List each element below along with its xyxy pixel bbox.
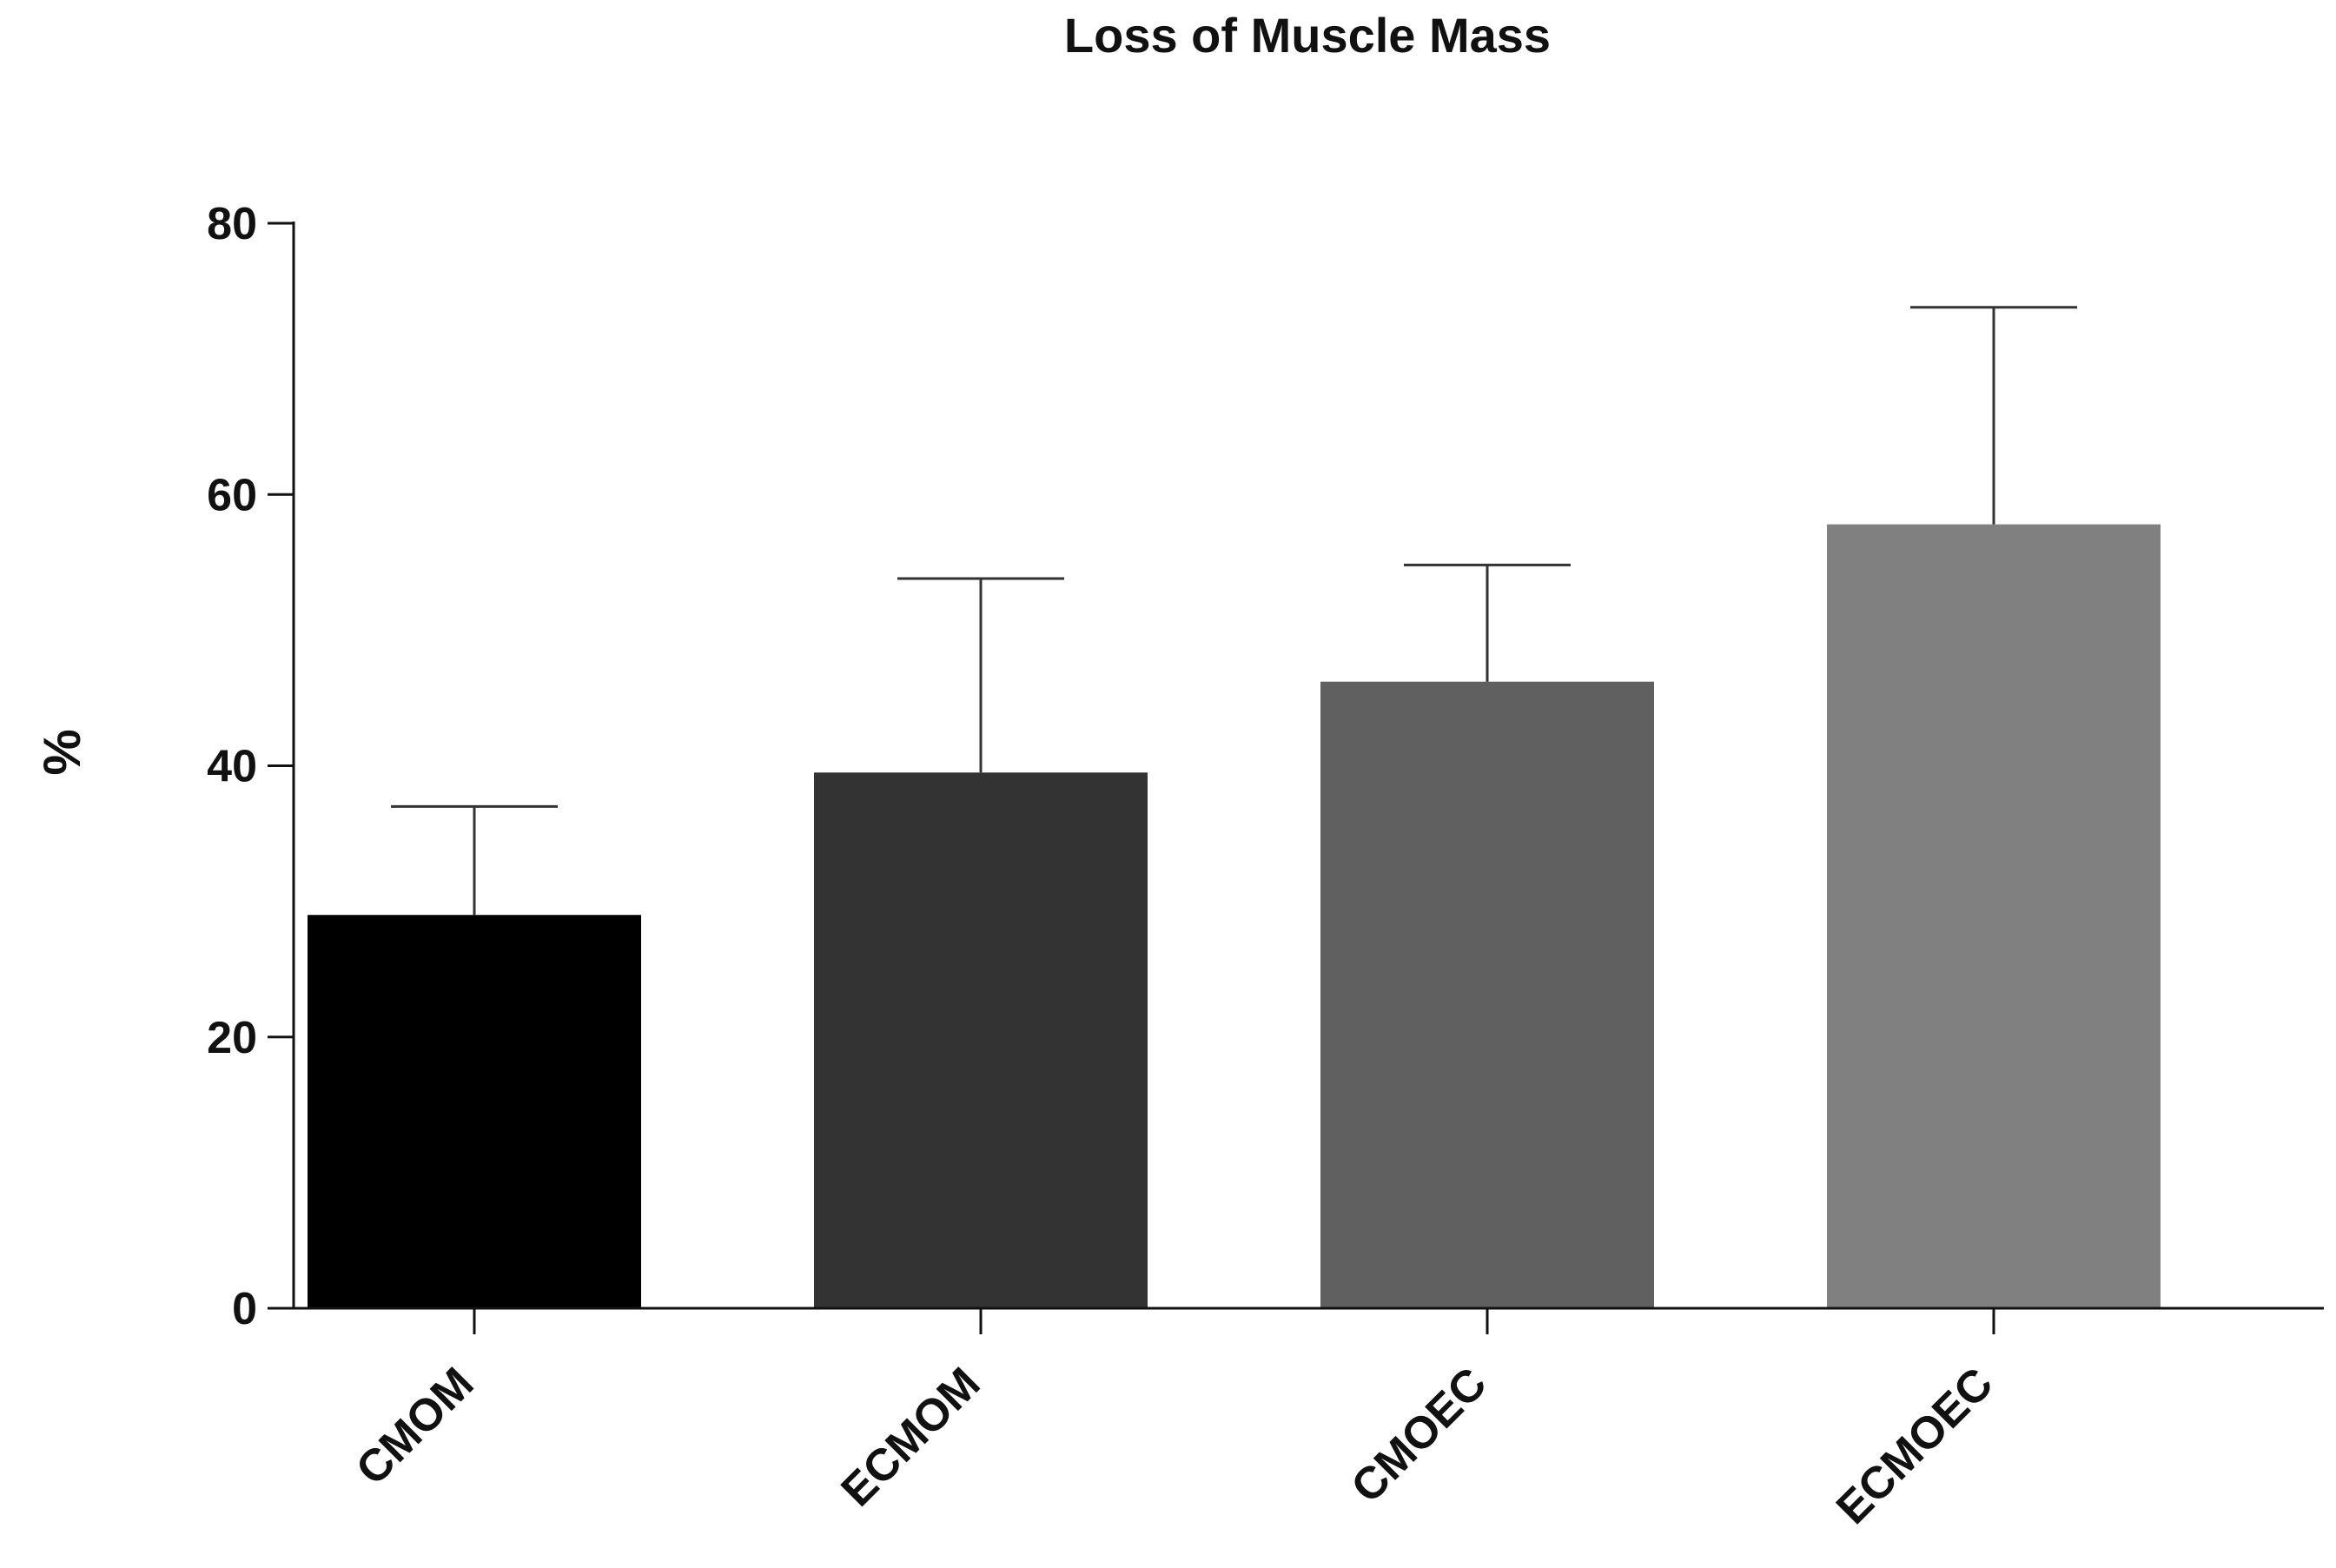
bar-cmoec: [1320, 681, 1654, 1308]
y-tick-label: 20: [207, 1013, 257, 1063]
y-tick-label: 60: [207, 470, 257, 520]
y-tick-label: 40: [207, 742, 257, 792]
chart-title: Loss of Muscle Mass: [1064, 8, 1551, 63]
error-bars-group: [391, 306, 2077, 916]
x-tick-label-ecmoec: ECMOEC: [1827, 1358, 2002, 1533]
y-tick-label: 80: [207, 199, 257, 249]
bar-cmom: [308, 915, 641, 1308]
x-axis-ticks: CMOM ECMOM CMOEC ECMOEC: [347, 1308, 2002, 1534]
y-axis-ticks: 0 20 40 60 80: [207, 199, 294, 1334]
bars-group: [308, 524, 2161, 1308]
x-tick-label-cmoec: CMOEC: [1342, 1358, 1497, 1512]
bar-ecmoec: [1827, 524, 2161, 1308]
x-tick-label-cmom: CMOM: [347, 1358, 483, 1494]
y-axis-title: %: [33, 729, 91, 775]
bar-ecmom: [814, 772, 1148, 1308]
y-tick-label: 0: [232, 1284, 257, 1334]
x-tick-label-ecmom: ECMOM: [832, 1358, 990, 1516]
